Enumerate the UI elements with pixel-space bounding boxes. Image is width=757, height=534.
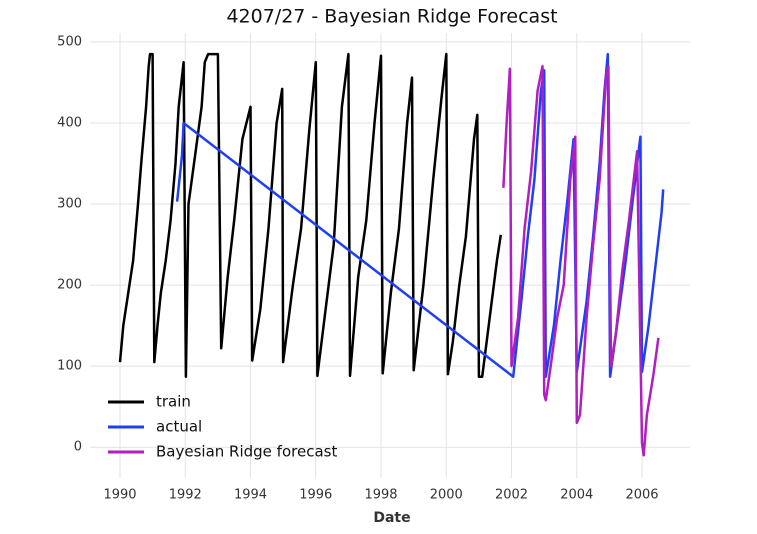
x-tick-label: 1994 bbox=[234, 488, 267, 503]
series-line bbox=[502, 64, 660, 457]
y-tick-label: 200 bbox=[57, 278, 82, 293]
series-line bbox=[118, 52, 503, 378]
x-tick-label: 1998 bbox=[364, 488, 397, 503]
x-axis-label: Date bbox=[373, 510, 410, 526]
x-tick-label: 2000 bbox=[430, 488, 463, 503]
y-tick-label: 500 bbox=[57, 34, 82, 49]
legend-label: Bayesian Ridge forecast bbox=[156, 443, 337, 461]
legend-label: actual bbox=[156, 418, 202, 436]
chart-title: 4207/27 - Bayesian Ridge Forecast bbox=[226, 6, 557, 28]
y-tick-label: 400 bbox=[57, 115, 82, 130]
x-tick-label: 1996 bbox=[299, 488, 332, 503]
x-tick-label: 2004 bbox=[560, 488, 593, 503]
y-tick-label: 0 bbox=[74, 440, 82, 455]
x-tick-label: 1990 bbox=[103, 488, 136, 503]
legend-label: train bbox=[156, 393, 191, 411]
x-tick-label: 2006 bbox=[625, 488, 658, 503]
x-tick-label: 1992 bbox=[169, 488, 202, 503]
x-tick-label: 2002 bbox=[495, 488, 528, 503]
y-tick-label: 300 bbox=[57, 197, 82, 212]
series-line bbox=[175, 52, 665, 378]
y-tick-label: 100 bbox=[57, 359, 82, 374]
